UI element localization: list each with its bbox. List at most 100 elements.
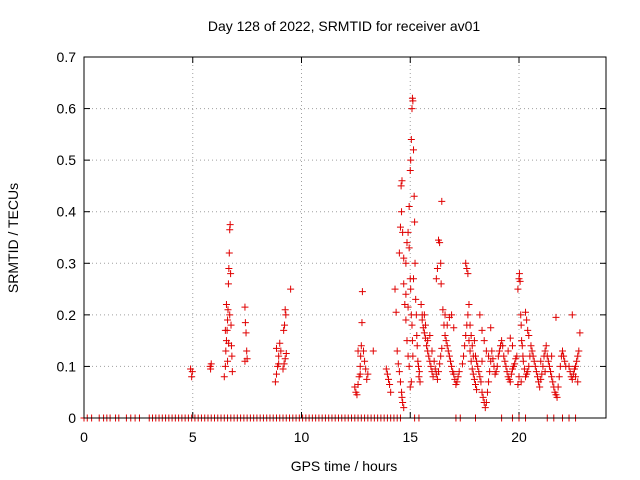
data-point <box>524 368 532 376</box>
data-point <box>227 270 235 278</box>
data-point <box>475 368 483 376</box>
data-point <box>188 368 196 376</box>
data-point <box>462 259 470 267</box>
data-point <box>279 365 287 373</box>
data-point <box>405 203 413 211</box>
data-point <box>410 192 418 200</box>
data-point <box>188 373 196 381</box>
data-point <box>398 393 406 401</box>
data-point <box>458 360 466 368</box>
data-point <box>507 370 515 378</box>
data-point <box>572 362 580 370</box>
data-point <box>354 380 362 388</box>
data-point <box>450 324 458 332</box>
data-point <box>436 239 444 247</box>
data-point <box>443 342 451 350</box>
data-point <box>394 360 402 368</box>
data-point <box>407 285 415 293</box>
data-point <box>356 370 364 378</box>
axes: 0 0.1 0.2 0.3 0.4 0.5 0.6 0.7 0 5 10 15 20 <box>57 49 606 445</box>
data-point <box>435 368 443 376</box>
data-point <box>222 347 230 355</box>
data-point <box>525 362 533 370</box>
data-point <box>393 347 401 355</box>
data-point <box>407 378 415 386</box>
data-point <box>271 378 279 386</box>
data-point <box>363 375 371 383</box>
data-point <box>243 347 251 355</box>
data-point <box>480 337 488 345</box>
data-point <box>443 321 451 329</box>
y-tick-label: 0 <box>68 410 76 426</box>
data-point <box>474 362 482 370</box>
data-point <box>453 378 461 386</box>
data-point <box>530 357 538 365</box>
data-point <box>506 334 514 342</box>
data-point <box>532 368 540 376</box>
data-point <box>398 177 406 185</box>
data-point <box>470 375 478 383</box>
data-point <box>227 321 235 329</box>
data-point <box>495 347 503 355</box>
x-tick-label: 0 <box>80 429 88 445</box>
data-point <box>225 264 233 272</box>
data-point <box>387 388 395 396</box>
data-point <box>515 373 523 381</box>
data-point <box>463 264 471 272</box>
data-point <box>222 301 230 309</box>
data-point <box>464 311 472 319</box>
x-tick-label: 10 <box>294 429 310 445</box>
data-point <box>386 380 394 388</box>
data-point <box>541 347 549 355</box>
data-point <box>411 259 419 267</box>
data-point <box>356 362 364 370</box>
data-point <box>574 378 582 386</box>
data-point <box>241 319 249 327</box>
data-point <box>504 347 512 355</box>
data-point <box>481 404 489 412</box>
data-point <box>517 321 525 329</box>
data-point <box>467 331 475 339</box>
data-point <box>433 264 441 272</box>
data-point <box>575 347 583 355</box>
data-point <box>438 344 446 352</box>
data-point <box>417 301 425 309</box>
data-point <box>465 301 473 309</box>
data-point <box>224 306 232 314</box>
data-point <box>282 311 290 319</box>
data-point <box>392 308 400 316</box>
data-point <box>225 339 233 347</box>
data-point <box>362 365 370 373</box>
data-point <box>412 295 420 303</box>
data-point <box>414 357 422 365</box>
data-point <box>466 347 474 355</box>
data-point <box>413 331 421 339</box>
data-point <box>361 357 369 365</box>
data-point <box>428 347 436 355</box>
data-point <box>224 357 232 365</box>
data-point <box>464 270 472 278</box>
data-point <box>369 347 377 355</box>
data-point <box>576 329 584 337</box>
data-point <box>402 316 410 324</box>
data-point <box>485 378 493 386</box>
data-point <box>472 380 479 388</box>
data-point <box>287 285 295 293</box>
data-point <box>383 370 391 378</box>
data-point <box>280 326 288 334</box>
data-point <box>482 347 490 355</box>
data-point <box>486 368 494 376</box>
data-point <box>503 368 511 376</box>
data-point <box>281 321 289 329</box>
data-point <box>516 277 524 285</box>
data-point <box>461 342 469 350</box>
data-point <box>241 357 249 365</box>
data-point <box>277 347 285 355</box>
data-point <box>572 373 580 381</box>
data-point <box>482 399 490 407</box>
data-point <box>544 357 552 365</box>
data-point <box>438 197 446 205</box>
data-point <box>437 259 445 267</box>
data-point <box>469 370 477 378</box>
x-tick-label: 5 <box>189 429 197 445</box>
